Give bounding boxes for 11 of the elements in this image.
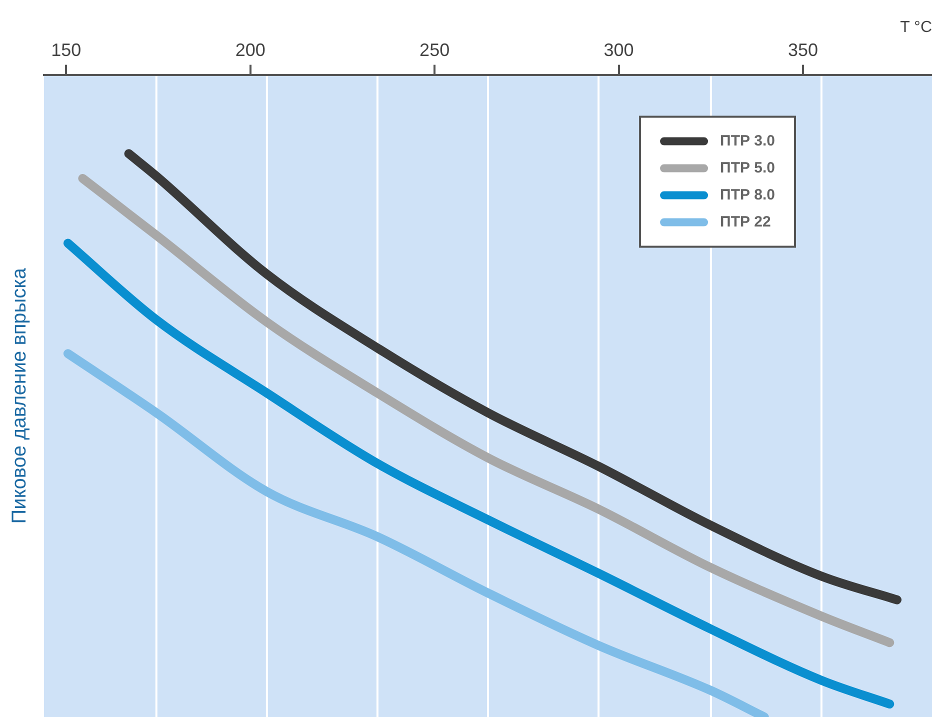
legend-label: ПТР 8.0 — [720, 186, 775, 204]
x-tick-label: 350 — [788, 40, 818, 60]
x-tick-label: 200 — [235, 40, 266, 60]
y-axis-title: Пиковое давление впрыска — [8, 267, 31, 524]
legend-label: ПТР 5.0 — [720, 159, 775, 176]
x-tick-label: 300 — [604, 40, 634, 60]
x-axis-title: T °C — [900, 19, 932, 36]
x-tick-label: 250 — [420, 40, 450, 60]
x-tick-label: 150 — [51, 40, 82, 60]
legend-label: ПТР 3.0 — [720, 132, 775, 150]
legend-label: ПТР 22 — [720, 213, 771, 230]
